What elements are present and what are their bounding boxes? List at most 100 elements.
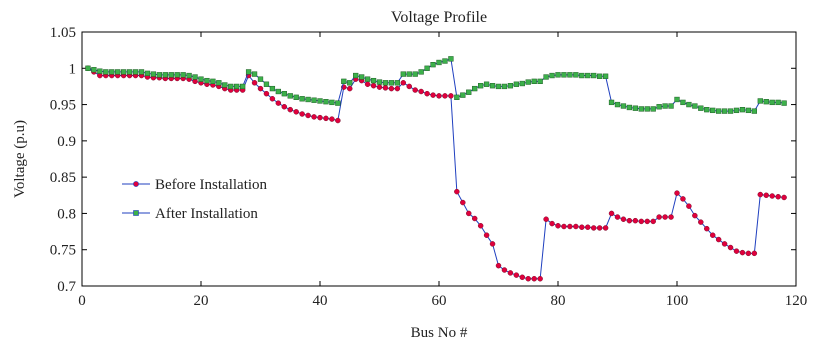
data-point — [353, 72, 359, 79]
data-point — [668, 214, 674, 220]
data-point — [668, 103, 674, 109]
data-point — [406, 83, 412, 90]
chart-title: Voltage Profile — [391, 9, 487, 26]
data-point — [525, 275, 531, 282]
data-point — [269, 96, 276, 102]
data-point — [424, 90, 430, 97]
data-point — [626, 104, 633, 111]
data-point — [704, 225, 710, 232]
data-point — [126, 69, 133, 75]
data-point — [614, 101, 621, 108]
legend: Before Installation After Installation — [122, 177, 268, 222]
data-point — [471, 215, 478, 222]
data-point — [781, 194, 787, 201]
data-point — [579, 72, 585, 79]
data-point — [757, 98, 763, 104]
data-point — [745, 250, 752, 257]
data-point — [418, 88, 424, 95]
data-point — [555, 72, 561, 78]
data-point — [507, 83, 514, 89]
data-point — [602, 225, 609, 231]
data-point — [251, 71, 258, 77]
data-point — [466, 89, 472, 95]
data-point — [394, 80, 401, 86]
data-point — [716, 108, 722, 114]
data-point — [650, 106, 656, 112]
data-point — [614, 214, 621, 220]
data-point — [573, 223, 579, 230]
data-point — [257, 76, 264, 82]
data-point — [710, 107, 716, 114]
data-point — [460, 92, 466, 98]
data-point — [495, 83, 502, 90]
data-point — [769, 193, 775, 199]
data-point — [394, 85, 401, 92]
data-point — [347, 85, 353, 92]
data-point — [739, 107, 746, 113]
data-point — [162, 72, 168, 78]
data-point — [174, 72, 180, 78]
data-point — [281, 91, 287, 97]
plot-frame — [81, 31, 797, 287]
data-point — [489, 241, 496, 247]
data-point — [341, 78, 347, 84]
data-point — [400, 71, 406, 77]
data-point — [775, 99, 781, 106]
x-tick-label: 0 — [78, 293, 86, 309]
data-point — [245, 69, 252, 75]
data-point — [436, 59, 442, 66]
y-tick-label: 0.8 — [57, 206, 76, 222]
data-point — [591, 72, 597, 79]
data-point — [662, 103, 668, 109]
data-point — [709, 232, 716, 238]
data-point — [138, 69, 145, 75]
data-point — [721, 108, 728, 114]
plot-area — [81, 31, 797, 287]
data-point — [680, 196, 686, 202]
legend-label-after: After Installation — [155, 206, 258, 222]
series-line — [87, 58, 785, 112]
data-point — [531, 78, 537, 84]
data-point — [590, 225, 597, 231]
data-point — [733, 248, 740, 254]
y-tick-label: 0.75 — [50, 243, 76, 259]
data-point — [412, 87, 418, 93]
data-point — [156, 72, 162, 78]
data-point — [370, 82, 377, 89]
data-point — [150, 71, 157, 77]
data-point — [620, 103, 627, 109]
data-point — [549, 72, 555, 79]
y-tick-label: 0.7 — [57, 279, 76, 295]
data-point — [644, 218, 650, 225]
data-point — [132, 69, 139, 75]
data-point — [733, 107, 740, 114]
data-point — [192, 74, 198, 80]
data-point — [495, 262, 502, 269]
data-point — [507, 270, 514, 276]
data-point — [430, 92, 436, 98]
data-point — [424, 65, 430, 71]
data-point — [317, 98, 323, 104]
data-point — [436, 93, 442, 99]
x-tick-label: 60 — [432, 293, 447, 309]
data-point — [442, 58, 448, 64]
data-point — [721, 241, 728, 247]
data-point — [489, 83, 496, 89]
data-point — [323, 99, 329, 105]
y-axis-label: Voltage (p.u) — [12, 120, 28, 198]
data-point — [222, 82, 228, 88]
data-point — [347, 80, 353, 86]
data-point — [501, 267, 508, 273]
data-point — [460, 199, 466, 206]
data-point — [257, 85, 264, 92]
data-point — [638, 218, 645, 225]
data-point — [329, 116, 335, 122]
data-point — [115, 69, 121, 75]
data-point — [370, 77, 377, 84]
x-tick-label: 120 — [785, 293, 808, 309]
data-point — [763, 192, 769, 199]
data-point — [299, 111, 305, 117]
y-tick-label: 0.9 — [57, 134, 76, 150]
data-point — [91, 67, 97, 73]
